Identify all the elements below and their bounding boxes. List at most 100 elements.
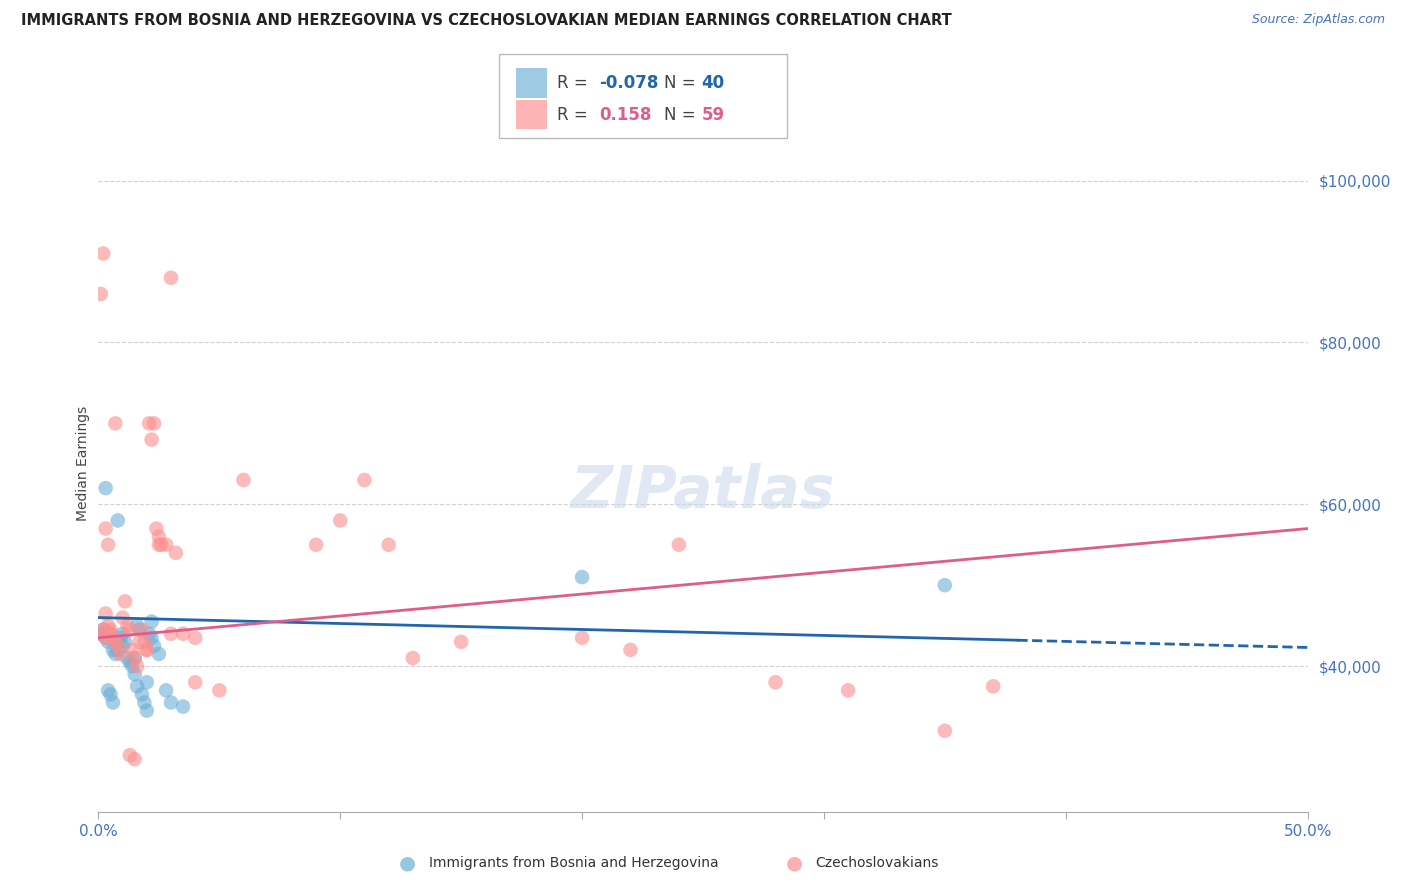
Text: R =: R =: [557, 105, 598, 123]
Point: [124, 752, 146, 766]
Point: [90, 626, 112, 640]
Point: [101, 696, 124, 710]
Point: [165, 546, 187, 560]
Point: [450, 635, 472, 649]
Text: N =: N =: [664, 74, 700, 92]
Text: Immigrants from Bosnia and Herzegovina: Immigrants from Bosnia and Herzegovina: [429, 856, 718, 871]
Point: [143, 417, 166, 431]
Point: [150, 538, 173, 552]
Point: [127, 679, 149, 693]
Point: [114, 635, 136, 649]
Point: [135, 643, 157, 657]
Point: [172, 699, 194, 714]
Point: [619, 643, 641, 657]
Text: -0.078: -0.078: [599, 74, 658, 92]
Point: [138, 626, 160, 640]
Point: [114, 594, 136, 608]
Point: [104, 635, 127, 649]
Point: [90, 287, 112, 301]
Point: [353, 473, 375, 487]
Point: [124, 651, 146, 665]
Point: [148, 647, 170, 661]
Point: [124, 651, 146, 665]
Point: [97, 538, 120, 552]
Text: Czechoslovakians: Czechoslovakians: [815, 856, 939, 871]
Point: [155, 538, 177, 552]
Point: [934, 723, 956, 738]
Point: [101, 643, 124, 657]
Text: ZIPatlas: ZIPatlas: [571, 463, 835, 520]
Point: [128, 635, 150, 649]
Point: [127, 618, 149, 632]
Text: ●: ●: [399, 854, 416, 873]
Point: [94, 631, 117, 645]
Point: [837, 683, 859, 698]
Point: [134, 635, 156, 649]
Point: [377, 538, 399, 552]
Point: [100, 626, 122, 640]
Point: [148, 530, 170, 544]
Point: [128, 623, 150, 637]
Point: [134, 696, 156, 710]
Point: [111, 639, 134, 653]
Point: [107, 639, 129, 653]
Point: [100, 623, 122, 637]
Text: 59: 59: [702, 105, 724, 123]
Point: [141, 433, 163, 447]
Point: [97, 683, 120, 698]
Text: R =: R =: [557, 74, 593, 92]
Point: [668, 538, 690, 552]
Point: [104, 647, 127, 661]
Point: [100, 626, 122, 640]
Point: [124, 667, 146, 681]
Point: [117, 651, 139, 665]
Point: [143, 639, 166, 653]
Point: [184, 675, 207, 690]
Point: [138, 417, 160, 431]
Point: [160, 626, 183, 640]
Point: [107, 513, 129, 527]
Point: [118, 748, 141, 763]
Point: [981, 679, 1004, 693]
Point: [91, 623, 114, 637]
Text: 40: 40: [702, 74, 724, 92]
Point: [108, 647, 131, 661]
Text: IMMIGRANTS FROM BOSNIA AND HERZEGOVINA VS CZECHOSLOVAKIAN MEDIAN EARNINGS CORREL: IMMIGRANTS FROM BOSNIA AND HERZEGOVINA V…: [21, 13, 952, 29]
Point: [94, 481, 117, 495]
Point: [117, 618, 139, 632]
Y-axis label: Median Earnings: Median Earnings: [76, 406, 90, 522]
Point: [141, 615, 163, 629]
Point: [107, 643, 129, 657]
Point: [571, 631, 593, 645]
Point: [329, 513, 352, 527]
Point: [135, 643, 157, 657]
Point: [145, 522, 167, 536]
Text: 0.158: 0.158: [599, 105, 651, 123]
Text: N =: N =: [664, 105, 700, 123]
Point: [111, 626, 134, 640]
Point: [160, 696, 183, 710]
Point: [155, 683, 177, 698]
Point: [232, 473, 254, 487]
Point: [131, 687, 153, 701]
Point: [305, 538, 328, 552]
Point: [402, 651, 425, 665]
Text: ●: ●: [786, 854, 803, 873]
Point: [118, 655, 141, 669]
Point: [141, 631, 163, 645]
Point: [121, 643, 143, 657]
Point: [118, 623, 141, 637]
Point: [160, 270, 183, 285]
Point: [90, 626, 112, 640]
Point: [127, 659, 149, 673]
Point: [135, 704, 157, 718]
Point: [184, 631, 207, 645]
Point: [97, 618, 120, 632]
Point: [172, 626, 194, 640]
Point: [94, 522, 117, 536]
Point: [135, 675, 157, 690]
Point: [108, 631, 131, 645]
Text: Source: ZipAtlas.com: Source: ZipAtlas.com: [1251, 13, 1385, 27]
Point: [131, 623, 153, 637]
Point: [571, 570, 593, 584]
